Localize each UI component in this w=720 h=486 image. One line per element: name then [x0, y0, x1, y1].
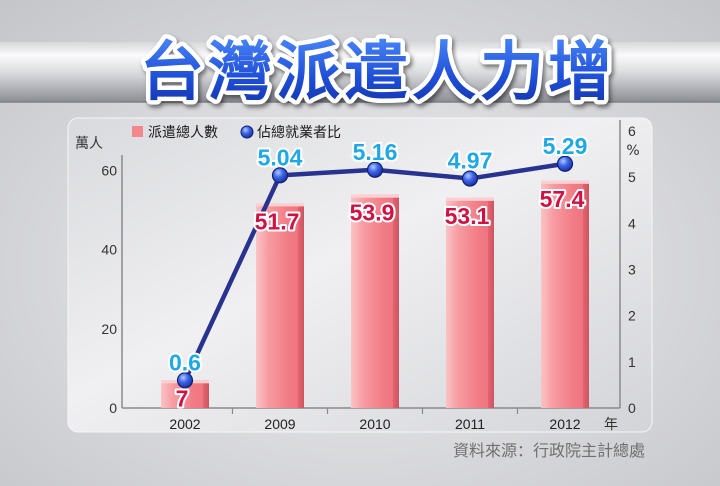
bar-value-labels: 7 51.7 53.9 53.1 57.4 — [174, 184, 587, 413]
bar-value-label: 51.7 — [255, 208, 300, 234]
bar-top — [351, 194, 399, 198]
line-value-label: 5.29 — [543, 133, 588, 159]
bar-top — [446, 197, 494, 201]
x-axis-tick-label: 2010 — [359, 416, 390, 432]
line-point — [176, 372, 194, 389]
bar-top — [541, 180, 589, 184]
line-series — [176, 155, 574, 389]
line-point — [461, 170, 479, 187]
line-point — [556, 155, 574, 172]
right-axis-tick-label: 1 — [628, 354, 636, 370]
line-point — [366, 161, 384, 178]
bar-front — [446, 197, 488, 408]
x-axis-tick-labels: 2002 2009 2010 2011 2012 — [169, 416, 580, 432]
bar-side — [298, 203, 304, 408]
bar — [351, 194, 399, 408]
left-axis-tick-label: 20 — [101, 321, 117, 337]
left-axis-tick-label: 0 — [109, 400, 117, 416]
right-axis-unit: % — [626, 143, 639, 159]
bar-side — [393, 194, 399, 408]
x-axis-unit: 年 — [604, 417, 618, 433]
x-axis-tick-label: 2009 — [264, 416, 295, 432]
legend-swatch-line — [240, 125, 254, 139]
bar-side — [203, 380, 209, 408]
left-axis-unit: 萬人 — [75, 136, 103, 152]
left-axis-tick-label: 60 — [101, 163, 117, 179]
bar — [256, 203, 304, 408]
right-axis-tick-label: 6 — [628, 123, 636, 139]
bar-front — [256, 203, 298, 408]
x-axis-separators — [231, 408, 519, 414]
bar-front — [351, 194, 393, 408]
bar-value-label: 57.4 — [540, 186, 585, 212]
bar-value-label: 53.1 — [445, 203, 490, 229]
left-axis-tick-labels: 0 20 40 60 — [101, 163, 117, 416]
source-note: 資料來源：行政院主計總處 — [453, 441, 645, 460]
right-axis-tick-label: 2 — [628, 308, 636, 324]
legend-swatch-bar — [132, 126, 143, 137]
right-axis-tick-label: 0 — [628, 400, 636, 416]
title-banner — [0, 42, 720, 102]
line-point — [271, 167, 289, 184]
bar — [446, 197, 494, 408]
right-axis-tick-labels: 0 1 2 3 4 5 6 — [628, 123, 636, 416]
x-axis-tick-label: 2011 — [455, 416, 485, 432]
bar-front — [541, 180, 583, 408]
legend-label-line: 佔總就業者比 — [257, 124, 341, 141]
bar-top — [256, 203, 304, 207]
line-value-label: 4.97 — [448, 148, 493, 174]
line-value-label: 5.04 — [258, 144, 303, 170]
left-axis-tick-label: 40 — [101, 242, 117, 258]
bar-series — [161, 180, 589, 408]
line-value-label: 5.16 — [353, 139, 398, 165]
bar — [541, 180, 589, 408]
bar-side — [488, 197, 494, 408]
right-axis-tick-label: 3 — [628, 262, 636, 278]
x-axis-tick-label: 2002 — [169, 416, 200, 432]
bar-value-label: 53.9 — [350, 200, 395, 226]
line-value-label: 0.6 — [169, 349, 201, 375]
bar-value-label: 7 — [176, 385, 189, 411]
legend-label-bar: 派遣總人數 — [148, 124, 218, 141]
right-axis-tick-label: 4 — [628, 215, 636, 231]
chart-title: 台灣派遣人力增 — [140, 36, 616, 110]
x-axis-tick-label: 2012 — [549, 416, 580, 432]
line-value-labels: 0.6 5.04 5.16 4.97 5.29 — [167, 131, 589, 378]
legend: 派遣總人數 佔總就業者比 — [132, 124, 341, 141]
bar-side — [583, 180, 589, 408]
right-axis-tick-label: 5 — [628, 169, 636, 185]
